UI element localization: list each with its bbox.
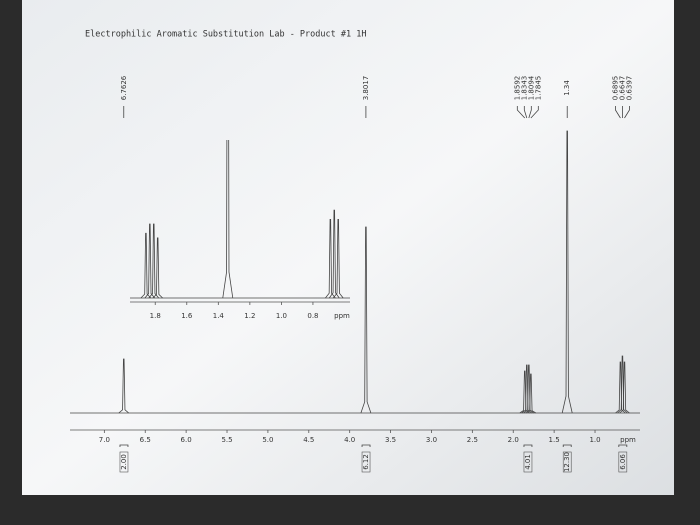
- peak: [525, 373, 537, 414]
- peak-label: 3.8017: [362, 76, 370, 101]
- peak: [521, 364, 533, 414]
- x-tick-label: 5.0: [262, 436, 273, 444]
- peak-label-leader: [530, 106, 539, 119]
- integral-label: 2.00: [120, 454, 128, 470]
- peak-label: 6.7626: [120, 75, 128, 100]
- inset-peak: [152, 237, 163, 299]
- integral-box: [523, 451, 533, 473]
- peak-label-leader: [528, 106, 532, 119]
- paper: [22, 0, 674, 495]
- x-tick-label: 4.0: [344, 436, 355, 444]
- x-tick-label: 2.5: [467, 436, 478, 444]
- x-axis-label: ppm: [620, 436, 636, 444]
- integral-label: 4.01: [524, 454, 532, 470]
- integral-bracket: [119, 444, 129, 447]
- peak-label: 0.6895: [611, 76, 619, 101]
- x-tick-label: 5.5: [221, 436, 232, 444]
- inset-peak: [148, 223, 160, 299]
- inset-peak: [328, 209, 340, 299]
- peak: [619, 361, 630, 414]
- inset-x-tick-label: 1.8: [150, 312, 161, 320]
- inset-x-tick-label: 1.2: [244, 312, 255, 320]
- inset-peaks: [140, 140, 344, 299]
- chart-title: Electrophilic Aromatic Substitution Lab …: [85, 30, 366, 40]
- peak-label: 1.34: [563, 80, 571, 96]
- integral-label: 6.06: [619, 454, 627, 470]
- inset-x-tick-label: 0.8: [307, 312, 318, 320]
- inset-peak: [332, 218, 344, 299]
- x-tick-label: 4.5: [303, 436, 314, 444]
- peak-label: 1.8592: [513, 76, 521, 101]
- integral-label: 12.30: [563, 452, 571, 472]
- inset-peak: [222, 140, 234, 299]
- peak-label-leader: [624, 106, 630, 119]
- integral-box: [361, 451, 371, 473]
- x-tick-label: 1.0: [589, 436, 600, 444]
- integral-bracket: [523, 444, 533, 447]
- peak: [523, 364, 535, 414]
- x-tick-label: 7.0: [99, 436, 110, 444]
- inset-x-axis-label: ppm: [334, 312, 350, 320]
- peak: [118, 358, 130, 414]
- peak: [360, 226, 372, 414]
- x-tick-label: 3.0: [426, 436, 437, 444]
- integral-box: [562, 451, 572, 473]
- peak-label: 1.8343: [520, 76, 528, 101]
- x-tick-label: 1.5: [549, 436, 560, 444]
- x-tick-label: 2.0: [508, 436, 519, 444]
- peak: [561, 130, 573, 414]
- integral-bracket: [562, 444, 572, 447]
- integral-box: [618, 451, 628, 473]
- peak-label-leader: [516, 106, 526, 119]
- x-tick-label: 6.0: [181, 436, 192, 444]
- peak-label-leader: [615, 106, 621, 119]
- peak: [617, 355, 628, 414]
- peak-label: 0.6647: [618, 76, 626, 101]
- integral-bracket: [618, 444, 628, 447]
- peak-label: 1.8094: [527, 75, 535, 100]
- x-tick-label: 3.5: [385, 436, 396, 444]
- inset-x-tick-label: 1.4: [213, 312, 225, 320]
- integral-bracket: [361, 444, 371, 447]
- peak-label-leader: [523, 106, 528, 119]
- peak-label: 1.7845: [534, 76, 542, 101]
- peak-label: 0.6397: [625, 76, 633, 101]
- x-tick-label: 6.5: [140, 436, 151, 444]
- integral-box: [119, 451, 129, 473]
- inset-x-tick-label: 1.6: [181, 312, 193, 320]
- integral-label: 6.12: [362, 454, 370, 470]
- inset-x-tick-label: 1.0: [276, 312, 287, 320]
- plot-area: 7.0 6.5 6.0 5.5 5.0 4.5 4.0 3.5 3.0 2.5 2.0 1.5 1.0 p…: [70, 75, 640, 473]
